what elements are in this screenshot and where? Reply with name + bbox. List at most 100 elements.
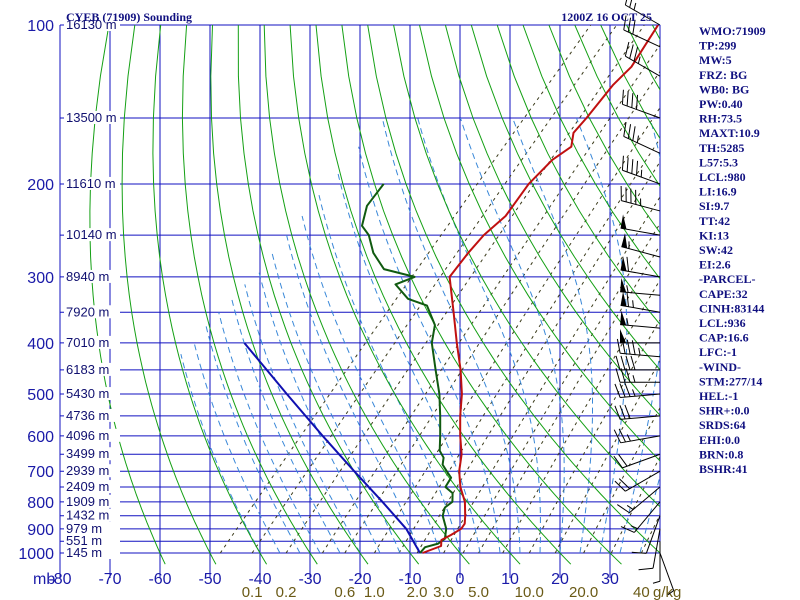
- height-label: 2409 m: [66, 479, 109, 494]
- moist-adiabat: [231, 298, 341, 554]
- height-label: 551 m: [66, 533, 102, 548]
- dry-adiabat: [341, 25, 622, 565]
- height-label-bg: [64, 480, 120, 494]
- wind-barb: [623, 121, 661, 154]
- pressure-tick-label: 500: [27, 387, 54, 404]
- height-label-bg: [64, 110, 120, 124]
- height-label: 13500 m: [66, 110, 117, 125]
- height-label-bg: [64, 18, 120, 31]
- dry-adiabat: [237, 25, 420, 565]
- pressure-tick-label: 300: [27, 270, 54, 287]
- index-entry: BRN:0.8: [699, 447, 743, 461]
- moist-adiabat: [218, 312, 321, 554]
- profiles: [243, 25, 659, 554]
- dry-adiabat: [496, 25, 660, 326]
- moist-adiabat: [301, 215, 441, 554]
- index-entry: CINH:83144: [699, 301, 764, 315]
- wind-barb: [615, 368, 660, 383]
- moist-adiabats: [180, 117, 660, 554]
- height-label-bg: [64, 408, 120, 422]
- height-label-bg: [64, 228, 120, 242]
- dry-adiabat: [522, 25, 660, 280]
- mixing-ratio-line: [416, 160, 660, 554]
- index-entry: BSHR:41: [699, 462, 748, 476]
- height-labels: 16130 m 13500 m 11610 m 10140 m 8940 m 7920 m…: [64, 17, 120, 560]
- mixing-ratio-labels: 0.1 0.2 0.6 1.0 2.0 3.0 5.0 10.0 20.0 40 g/kg: [242, 584, 682, 600]
- height-label: 7010 m: [66, 335, 109, 350]
- dry-adiabat: [444, 25, 660, 416]
- height-label: 6183 m: [66, 362, 109, 377]
- index-entry: PW:0.40: [699, 97, 743, 111]
- height-label-bg: [64, 428, 120, 442]
- moist-adiabat: [337, 172, 481, 554]
- index-entry: MAXT:10.9: [699, 126, 760, 140]
- temperature-tick-label: -40: [248, 571, 271, 588]
- temperature-tick-label: 10: [501, 571, 519, 588]
- index-entry: -WIND-: [699, 360, 741, 374]
- mixing-ratio-label: 1.0: [364, 584, 385, 600]
- pressure-unit-label: mb: [33, 571, 55, 588]
- grid: [59, 24, 661, 578]
- pressure-tick-label: 200: [27, 177, 54, 194]
- mixing-ratio-label: 0.1: [242, 584, 263, 600]
- wind-barb: [616, 338, 661, 358]
- pressure-tick-label: 600: [27, 429, 54, 446]
- index-entry: TT:42: [699, 214, 730, 228]
- mixing-ratio-line: [251, 25, 618, 554]
- index-entry: L57:5.3: [699, 155, 738, 169]
- index-entry: EHI:0.0: [699, 433, 740, 447]
- mixing-ratio-lines: [219, 25, 660, 554]
- height-label: 5430 m: [66, 386, 109, 401]
- index-entry: EI:2.6: [699, 258, 731, 272]
- dry-adiabat: [152, 25, 268, 565]
- moist-adiabat: [417, 117, 542, 554]
- temperature-tick-label: 30: [601, 571, 619, 588]
- wind-barb: [614, 404, 661, 420]
- moist-adiabat: [180, 353, 261, 554]
- dry-adiabat: [315, 25, 572, 565]
- index-entry: CAPE:32: [699, 287, 748, 301]
- moist-adiabat: [459, 117, 565, 554]
- dry-adiabat: [289, 25, 521, 565]
- height-label: 2939 m: [66, 463, 109, 478]
- height-label-bg: [64, 269, 120, 283]
- mixing-ratio-line: [398, 137, 660, 554]
- wind-barb: [621, 155, 661, 185]
- index-entry: LI:16.9: [699, 185, 737, 199]
- dry-adiabat: [470, 25, 660, 371]
- pressure-tick-label: 800: [27, 495, 54, 512]
- index-entry: TP:299: [699, 39, 736, 53]
- wind-barb: [631, 515, 661, 554]
- moist-adiabat: [257, 268, 381, 554]
- wind-barb: [620, 328, 660, 344]
- mixing-ratio-label: 0.6: [334, 584, 355, 600]
- temperature-labels: mb-80 -70 -60 -50 -40 -30 -20 -10 0 10 20 30: [33, 571, 619, 588]
- mixing-ratio-line: [478, 244, 660, 554]
- index-entry: STM:277/14: [699, 374, 762, 388]
- height-label: 1432 m: [66, 508, 109, 523]
- height-label-bg: [64, 447, 120, 461]
- mixing-ratio-label: 2.0: [407, 584, 428, 600]
- mixing-ratio-line: [321, 43, 660, 554]
- temperature-tick-label: -50: [198, 571, 221, 588]
- wind-barb: [617, 486, 661, 514]
- wind-barb: [613, 453, 661, 469]
- moist-adiabat: [358, 146, 501, 554]
- temperature-tick-label: -30: [298, 571, 321, 588]
- dry-adiabat: [393, 25, 660, 508]
- height-label-bg: [64, 508, 120, 522]
- mixing-ratio-line: [528, 318, 660, 554]
- moist-adiabat: [619, 117, 660, 554]
- dry-adiabat: [419, 25, 660, 462]
- height-label: 11610 m: [66, 176, 116, 191]
- sounding-time: 1200Z 16 OCT 25: [561, 10, 652, 24]
- height-label: 145 m: [66, 545, 102, 560]
- height-label-bg: [64, 521, 120, 535]
- height-label: 4096 m: [66, 428, 109, 443]
- index-entry: CAP:16.6: [699, 331, 749, 345]
- index-entry: FRZ: BG: [699, 68, 747, 82]
- moist-adiabat: [318, 194, 461, 554]
